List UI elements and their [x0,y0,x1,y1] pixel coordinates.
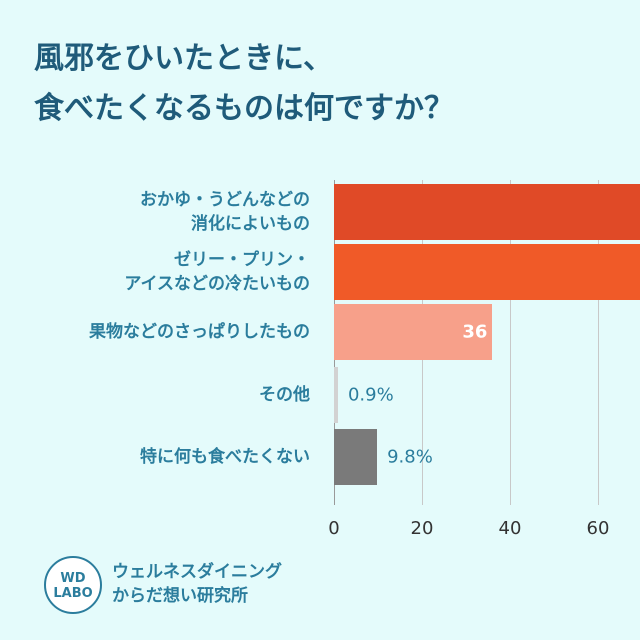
y-tick-label: その他 [259,385,310,405]
x-tick-label: 20 [410,518,434,539]
bar [334,184,640,240]
value-label: 9.8% [387,446,433,468]
value-label: 36 [462,321,488,343]
y-tick-label: ゼリー・プリン・ アイスなどの冷たいもの [124,250,310,294]
chart-title: 風邪をひいたときに、 食べたくなるものは何ですか？ [34,41,454,126]
bar [334,304,493,360]
x-tick-label: 60 [586,518,610,539]
x-tick-label: 0 [328,518,340,539]
y-tick-label: おかゆ・うどんなどの 消化によいもの [140,190,310,234]
logo-badge: WD LABO [44,556,102,614]
bar [334,429,378,485]
bar [334,244,640,300]
bar [334,367,338,423]
grid-line [510,180,511,505]
y-tick-label: 特に何も食べたくない [140,447,310,467]
y-tick-label: 果物などのさっぱりしたもの [89,322,310,342]
value-label: 0.9% [347,384,394,406]
grid-line [598,180,599,505]
logo-name: ウェルネスダイニング からだ想い研究所 [112,562,282,606]
x-tick-label: 40 [498,518,522,539]
